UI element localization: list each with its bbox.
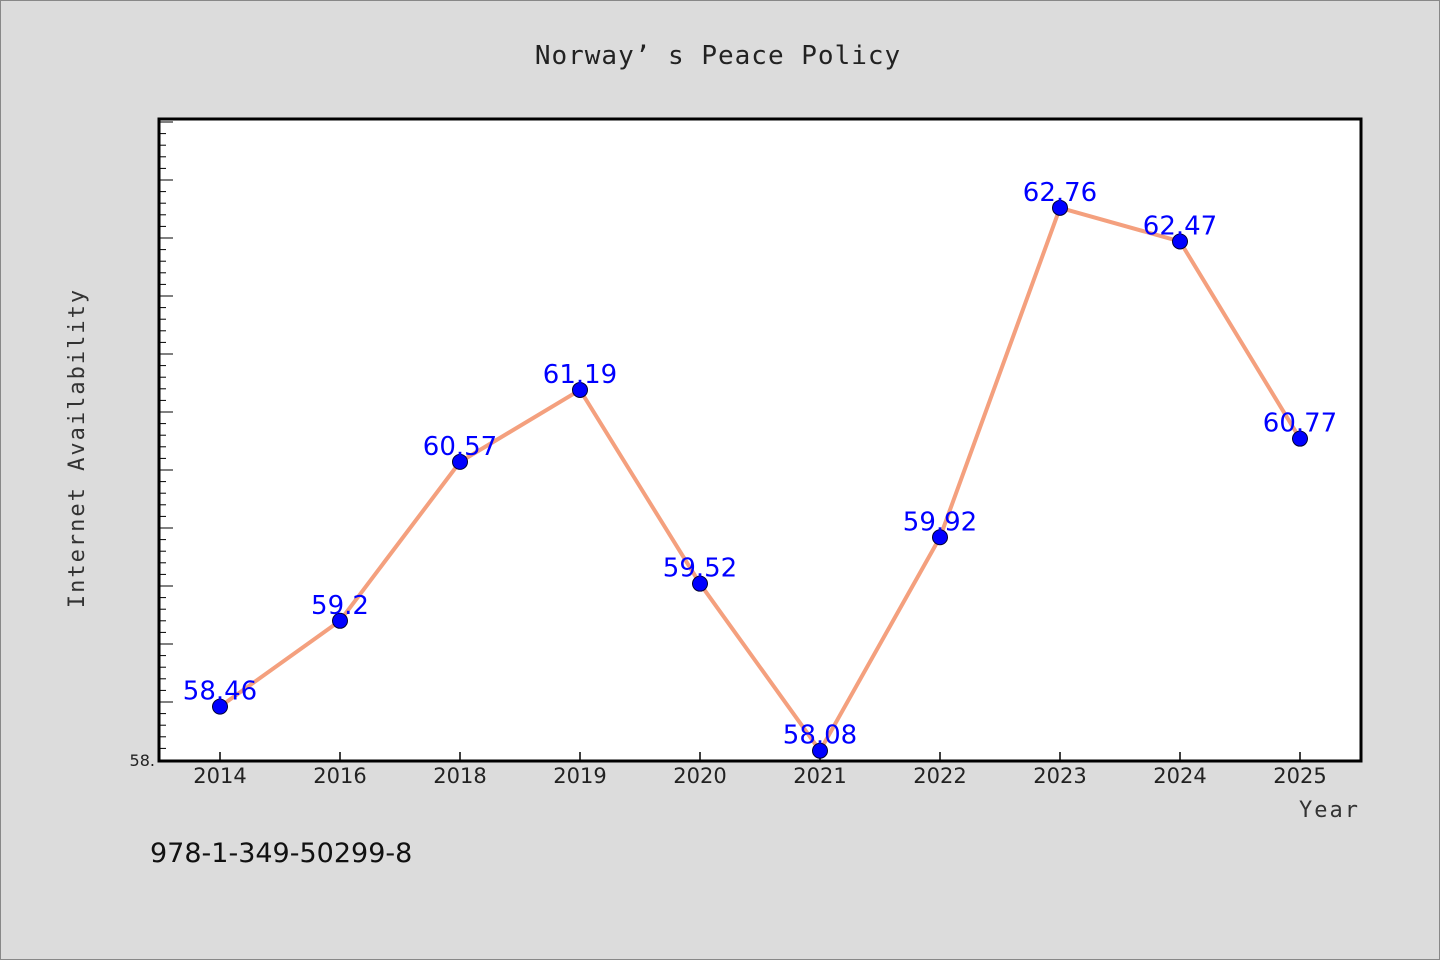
x-tick-label: 2023	[1033, 764, 1086, 788]
chart-title: Norway’ s Peace Policy	[535, 41, 901, 71]
data-point	[572, 381, 588, 398]
x-axis-label: Year	[1299, 798, 1360, 823]
data-point	[212, 698, 228, 715]
x-axis-ticks: 2014 2016 2018 2019 2020 2021 2022 2023 2024 2025	[193, 752, 1327, 788]
x-tick-label: 2021	[793, 764, 846, 788]
data-point	[1052, 199, 1068, 216]
data-point	[812, 742, 828, 759]
data-label: 59.2	[311, 591, 369, 621]
data-labels: 58.46 59.2 60.57 61.19 59.52 58.08 59.92 62.76 6…	[183, 178, 1337, 751]
data-point	[1172, 233, 1188, 250]
x-tick-label: 2016	[313, 764, 366, 788]
x-tick-label: 2024	[1153, 764, 1206, 788]
data-label: 60.77	[1263, 409, 1337, 439]
data-label: 62.76	[1023, 178, 1097, 208]
x-tick-label: 2019	[553, 764, 606, 788]
data-point	[692, 575, 708, 592]
data-label: 59.52	[663, 554, 737, 584]
y-axis-label: Internet Availability	[65, 288, 90, 608]
data-point	[332, 612, 348, 629]
x-tick-label: 2020	[673, 764, 726, 788]
data-label: 58.08	[783, 721, 857, 751]
plot-area	[157, 117, 1363, 763]
x-tick-label: 2025	[1273, 764, 1326, 788]
data-label: 61.19	[543, 360, 617, 390]
y-tick-label: 58.	[130, 751, 155, 770]
data-label: 58.46	[183, 677, 257, 707]
x-tick-label: 2014	[193, 764, 246, 788]
isbn-text: 978-1-349-50299-8	[150, 838, 412, 869]
series-markers	[212, 199, 1308, 759]
data-label: 62.47	[1143, 211, 1217, 241]
series-line	[218, 205, 1302, 753]
data-point	[452, 453, 468, 470]
x-tick-label: 2022	[913, 764, 966, 788]
data-label: 60.57	[423, 432, 497, 462]
data-point	[1292, 430, 1308, 447]
y-axis-ticks: 58.	[130, 121, 173, 770]
data-label: 59.92	[903, 507, 977, 537]
data-point	[932, 529, 948, 546]
x-tick-label: 2018	[433, 764, 486, 788]
